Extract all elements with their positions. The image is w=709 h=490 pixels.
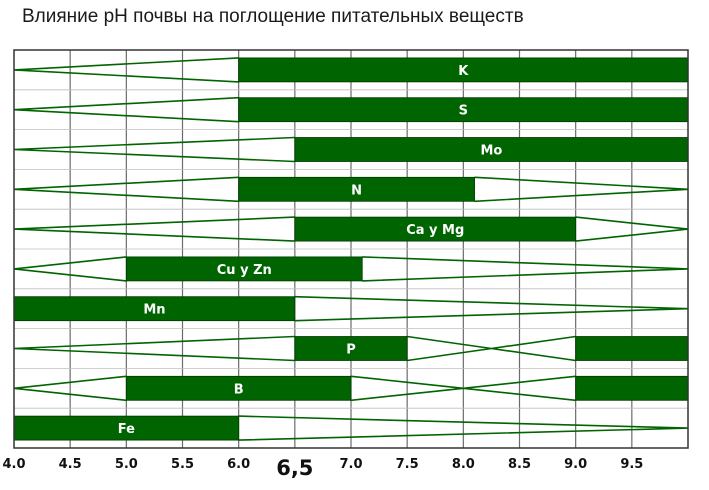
x-tick-label: 9.5 xyxy=(620,457,643,472)
bar-p-1 xyxy=(294,336,408,361)
wedge-p xyxy=(13,335,295,362)
bar-label-ca-y-mg: Ca y Mg xyxy=(406,223,464,238)
bar-mn-1 xyxy=(13,296,296,322)
labels-layer: K S Mo N Ca y Mg Cu y Zn Mn P B Fe xyxy=(118,64,503,437)
bar-label-cu-y-zn: Cu y Zn xyxy=(217,263,272,278)
x-tick-label: 5.5 xyxy=(171,457,194,472)
wedge-p xyxy=(407,335,576,362)
bar-fe-1 xyxy=(13,415,240,441)
bar-k-1 xyxy=(238,57,689,83)
x-tick-label: 9.0 xyxy=(564,457,587,472)
wedge-cu-y-zn xyxy=(362,256,689,282)
bar-label-s: S xyxy=(459,104,468,119)
bar-b-1 xyxy=(125,375,352,401)
x-tick-label: 7.0 xyxy=(339,457,362,472)
bar-b-2 xyxy=(575,375,689,401)
plot-frame xyxy=(13,49,689,449)
x-tick-label: 4.0 xyxy=(2,457,25,472)
bars-layer xyxy=(13,57,689,441)
wedge-b xyxy=(350,375,576,402)
bar-label-mo: Mo xyxy=(480,144,502,159)
wedge-ca-y-mg xyxy=(13,216,295,242)
chart-title: Влияние pH почвы на поглощение питательн… xyxy=(22,6,524,27)
bar-mo-1 xyxy=(294,137,689,162)
x-tick-label: 8.5 xyxy=(508,457,531,472)
bar-p-2 xyxy=(575,336,689,361)
wedge-mo xyxy=(13,136,295,163)
wedge-mn xyxy=(294,295,689,322)
bar-cu-y-zn-1 xyxy=(125,256,363,282)
bar-label-b: B xyxy=(234,382,244,397)
bar-label-p: P xyxy=(346,343,356,358)
bar-n-1 xyxy=(238,176,475,202)
x-axis-ticks: 4.0 4.5 5.0 5.5 6.0 6,5 7.0 7.5 8.0 8.5 9.0 9.5 xyxy=(2,456,643,480)
x-tick-label: 5.0 xyxy=(115,457,138,472)
x-tick-label: 6,5 xyxy=(276,456,313,480)
x-tick-label: 7.5 xyxy=(396,457,419,472)
bar-label-k: K xyxy=(458,64,469,79)
x-tick-label: 8.0 xyxy=(452,457,475,472)
bar-label-mn: Mn xyxy=(143,303,165,318)
bar-ca-y-mg-1 xyxy=(294,216,577,242)
x-tick-label: 6.0 xyxy=(227,457,250,472)
bar-label-fe: Fe xyxy=(118,422,135,437)
x-tick-label: 4.5 xyxy=(59,457,82,472)
bar-s-1 xyxy=(238,97,689,123)
wedge-n xyxy=(474,176,689,203)
bar-label-n: N xyxy=(351,183,362,198)
